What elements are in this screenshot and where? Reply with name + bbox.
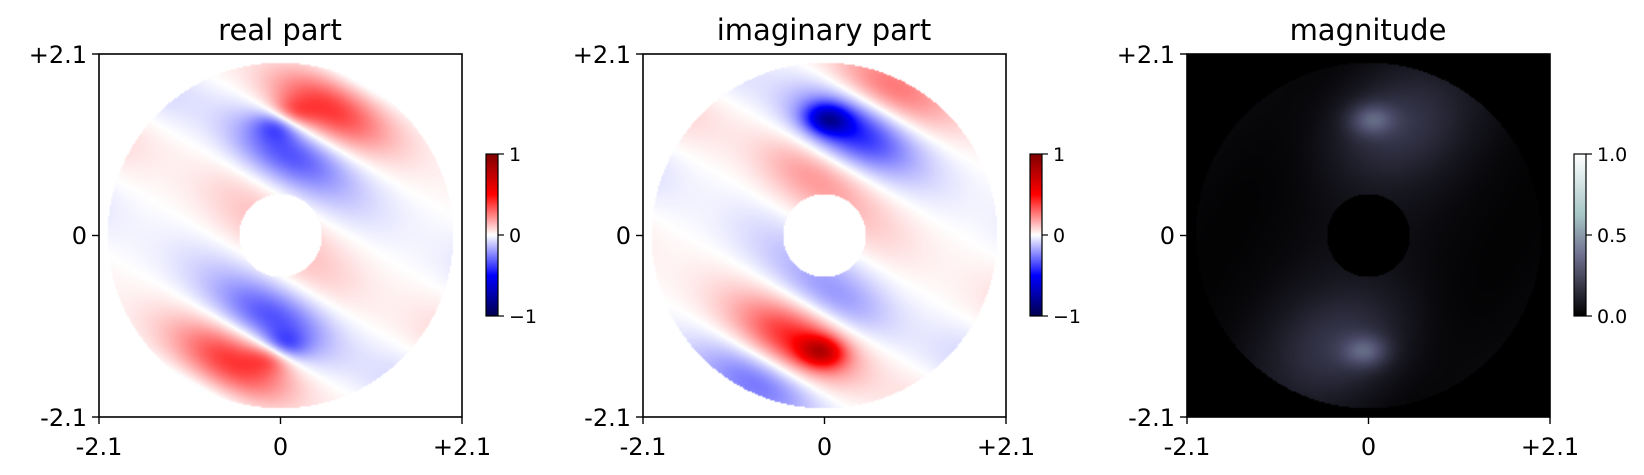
panel-title: imaginary part <box>717 13 931 47</box>
colorbar: 1 0 −1 <box>485 144 537 328</box>
colorbar-tick-label: 0.5 <box>1597 225 1627 247</box>
x-tick-label: 0 <box>273 433 288 461</box>
y-axis: +2.1 0 -2.1 <box>1117 41 1187 432</box>
y-tick-label: -2.1 <box>584 404 631 432</box>
colorbar-tick-label: 0 <box>509 225 521 247</box>
y-tick-label: +2.1 <box>29 41 87 69</box>
y-axis: +2.1 0 -2.1 <box>29 41 99 432</box>
y-tick-label: 0 <box>616 222 631 250</box>
colorbar-gradient <box>1029 153 1043 317</box>
panel-title: magnitude <box>1290 13 1447 47</box>
y-axis: +2.1 0 -2.1 <box>573 41 643 432</box>
y-tick-label: +2.1 <box>573 41 631 69</box>
x-tick-label: 0 <box>1361 433 1376 461</box>
panel-magnitude: magnitude -2.1 0 +2.1 +2.1 0 -2.1 1.0 0.… <box>1117 13 1628 461</box>
y-tick-label: -2.1 <box>40 404 87 432</box>
colorbar-tick-label: 1.0 <box>1597 144 1627 166</box>
colorbar-tick-label: −1 <box>1053 306 1081 328</box>
y-tick-label: 0 <box>72 222 87 250</box>
panel-title: real part <box>218 13 342 47</box>
panel-real: real part -2.1 0 +2.1 +2.1 0 -2.1 1 0 −1 <box>29 13 537 461</box>
x-axis: -2.1 0 +2.1 <box>1164 417 1579 461</box>
colorbar-tick-label: −1 <box>509 306 537 328</box>
colorbar-tick-label: 1 <box>1053 144 1065 166</box>
y-tick-label: -2.1 <box>1128 404 1175 432</box>
x-tick-label: +2.1 <box>1521 433 1579 461</box>
heatmap-image <box>1187 54 1550 417</box>
heatmap-image <box>99 54 462 417</box>
y-tick-label: +2.1 <box>1117 41 1175 69</box>
x-tick-label: +2.1 <box>433 433 491 461</box>
x-tick-label: -2.1 <box>76 433 123 461</box>
colorbar-tick-label: 0.0 <box>1597 306 1627 328</box>
x-tick-label: -2.1 <box>1164 433 1211 461</box>
colorbar-tick-label: 1 <box>509 144 521 166</box>
y-tick-label: 0 <box>1160 222 1175 250</box>
x-axis: -2.1 0 +2.1 <box>620 417 1035 461</box>
x-axis: -2.1 0 +2.1 <box>76 417 491 461</box>
colorbar-tick-label: 0 <box>1053 225 1065 247</box>
colorbar-gradient <box>1573 153 1587 317</box>
x-tick-label: -2.1 <box>620 433 667 461</box>
x-tick-label: +2.1 <box>977 433 1035 461</box>
colorbar: 1 0 −1 <box>1029 144 1081 328</box>
colorbar-gradient <box>485 153 499 317</box>
heatmap-image <box>643 54 1006 417</box>
x-tick-label: 0 <box>817 433 832 461</box>
panel-imaginary: imaginary part -2.1 0 +2.1 +2.1 0 -2.1 1… <box>573 13 1081 461</box>
colorbar: 1.0 0.5 0.0 <box>1573 144 1627 328</box>
